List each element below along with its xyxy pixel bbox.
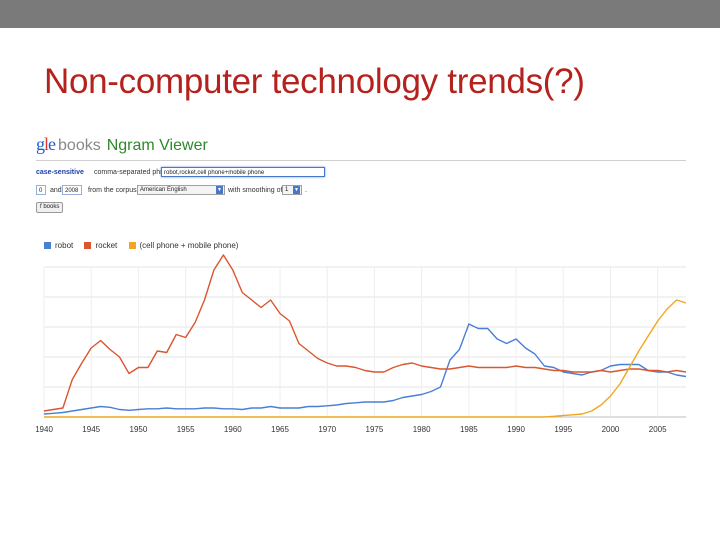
- legend-item-rocket: rocket: [84, 241, 117, 250]
- corpus-select[interactable]: American English ▼: [137, 185, 225, 195]
- smoothing-select[interactable]: 1 ▼: [282, 185, 302, 195]
- logo-letter-e: e: [48, 134, 56, 154]
- logo-letter-g: g: [36, 134, 45, 154]
- logo-books: books: [58, 137, 101, 154]
- search-books-button[interactable]: f books: [36, 202, 64, 213]
- period-text: .: [305, 187, 307, 194]
- app-logo: gle books Ngram Viewer: [36, 134, 208, 154]
- x-tick-label: 2005: [649, 425, 667, 434]
- case-sensitive-link[interactable]: case-sensitive: [36, 169, 84, 176]
- x-tick-label: 2000: [602, 425, 620, 434]
- legend-swatch-robot: [44, 242, 51, 249]
- ngram-viewer-screenshot: gle books Ngram Viewer case-sensitive comm…: [36, 128, 686, 438]
- x-tick-label: 1955: [177, 425, 195, 434]
- header-divider: [36, 160, 686, 161]
- chevron-down-icon: ▼: [216, 186, 223, 194]
- ngram-chart: 1940 1945 1950 1955 1960 1965 1970 1975 1980 1985…: [36, 254, 686, 434]
- series-line-rocket: [43, 254, 686, 412]
- slide-title: Non-computer technology trends(?): [44, 62, 585, 101]
- start-year-input[interactable]: 0: [36, 185, 46, 195]
- chart-x-ticks: 1940 1945 1950 1955 1960 1965 1970 1975 1980 1985…: [36, 425, 667, 434]
- legend-label-phone: (cell phone + mobile phone): [139, 241, 239, 250]
- chart-grid: [43, 266, 686, 418]
- legend-swatch-phone: [128, 242, 136, 249]
- chart-series: [43, 254, 686, 418]
- x-tick-label: 1975: [366, 425, 384, 434]
- x-tick-label: 1980: [413, 425, 431, 434]
- phrases-label: comma-separated phrases:: [94, 169, 180, 176]
- legend-swatch-rocket: [84, 242, 92, 249]
- x-tick-label: 1985: [460, 425, 478, 434]
- x-tick-label: 1950: [130, 425, 148, 434]
- corpus-label: from the corpus: [88, 187, 137, 194]
- legend-item-robot: robot: [44, 241, 73, 250]
- legend-label-robot: robot: [55, 241, 74, 250]
- smoothing-select-value: 1: [285, 187, 289, 193]
- series-line-phone: [44, 299, 686, 418]
- x-tick-label: 1995: [554, 425, 572, 434]
- legend-item-phone: (cell phone + mobile phone): [128, 241, 239, 250]
- slide-top-bar: [0, 0, 720, 28]
- x-tick-label: 1965: [271, 425, 289, 434]
- app-name: Ngram Viewer: [106, 137, 208, 154]
- chevron-down-icon: ▼: [293, 186, 300, 194]
- end-year-input[interactable]: 2008: [62, 185, 82, 195]
- phrases-input[interactable]: robot,rocket,cell phone+mobile phone: [161, 167, 325, 177]
- x-tick-label: 1970: [318, 425, 336, 434]
- series-line-robot: [43, 323, 686, 415]
- x-tick-label: 1990: [507, 425, 525, 434]
- and-label: and: [50, 187, 62, 194]
- legend-label-rocket: rocket: [95, 241, 118, 250]
- chart-legend: robot rocket (cell phone + mobile phone): [44, 241, 247, 253]
- x-tick-label: 1940: [36, 425, 53, 434]
- logo-letter-l: l: [44, 134, 49, 154]
- corpus-select-value: American English: [140, 187, 187, 193]
- smoothing-label: with smoothing of: [228, 187, 283, 194]
- x-tick-label: 1945: [82, 425, 100, 434]
- x-tick-label: 1960: [224, 425, 242, 434]
